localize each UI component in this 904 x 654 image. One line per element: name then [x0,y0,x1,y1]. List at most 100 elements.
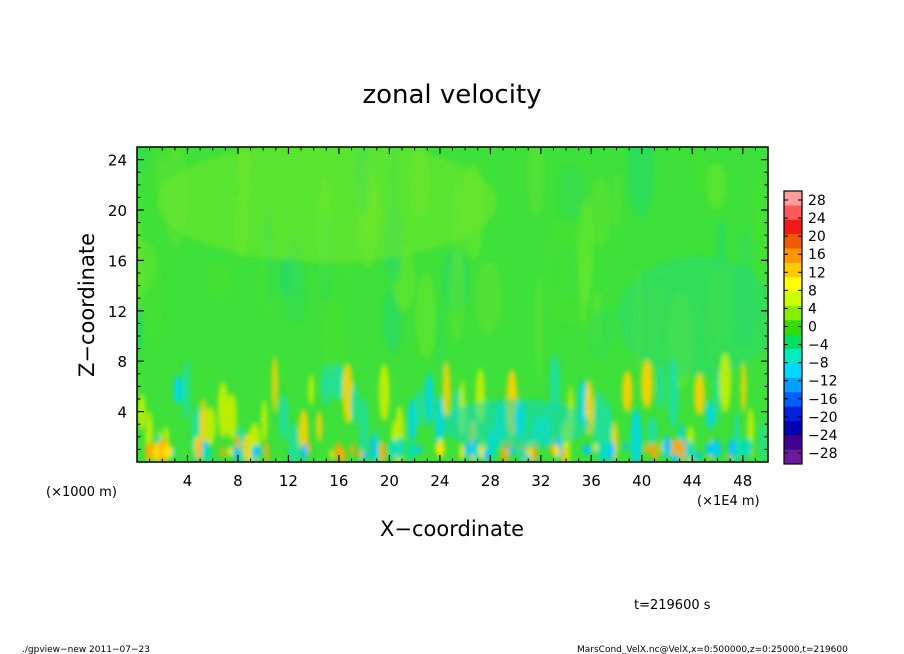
field-plume [647,417,658,446]
colorbar-segment [784,262,802,278]
field-surface-cell [473,444,480,462]
field-plume [378,364,390,422]
y-tick-label: 12 [108,303,127,321]
y-axis-ticks: 4 8 12 16 20 24 [108,152,768,450]
field-plume [182,360,191,420]
field-streak [627,147,654,218]
colorbar-segment [784,291,802,307]
field-plume [359,396,368,462]
x-tick-label: 28 [481,472,500,490]
field-surface-cell [220,445,225,459]
field-surface-cell [508,447,516,456]
field-streak [155,151,166,196]
field-surface-cell [688,440,695,462]
field-plume [656,364,664,411]
field-streak [589,177,612,248]
field-surface-cell [300,443,309,460]
colorbar-label: −12 [808,374,838,390]
field-plume [706,400,715,430]
field-surface-cell [407,443,416,460]
field-streak [415,272,437,359]
x-axis-ticks: 4 8 12 16 20 24 28 32 36 40 44 48 [149,147,756,490]
field-plume [424,373,434,426]
colorbar-segment [784,420,802,436]
x-unit-right-label: (×1E4 m) [697,494,760,509]
field-plume [308,374,314,406]
field-plume [415,388,424,428]
field-surface-cell [388,439,397,461]
field-plume [740,362,747,413]
field-streak [258,242,272,316]
x-tick-label: 48 [733,472,752,490]
field-streak [534,273,544,382]
field-surface-cell [349,443,355,456]
colorbar-segment [784,392,802,408]
field-plume [173,375,183,404]
field-surface-cell [705,442,714,456]
colorbar-segment [784,305,802,321]
field-plume [205,406,216,446]
y-tick-label: 4 [117,404,127,422]
colorbar-segment [784,377,802,393]
colorbar-segment [784,334,802,350]
y-tick-label: 24 [108,152,127,170]
field-surface-cell [196,437,202,462]
field-streak [277,254,295,297]
y-axis-title: Z−coordinate [75,233,99,377]
field-plume [200,397,207,452]
x-tick-label: 36 [582,472,601,490]
field-plume [350,383,359,425]
colorbar-segment [784,406,802,422]
colorbar-segment [784,205,802,221]
footer-right-text: MarsCond_VelX.nc@VelX,x=0:500000,z=0:250… [577,645,848,654]
field-plume [331,363,344,401]
field-plume [719,352,731,413]
field-plume [622,370,633,412]
colorbar-label: −4 [808,338,829,354]
field-plume [278,394,289,440]
field-surface-cell [607,441,616,461]
field-plume [630,408,642,462]
field-plume [271,356,278,413]
colorbar-segment [784,219,802,235]
colorbar-frame [783,190,803,465]
field-plume [321,363,332,406]
field-plume [759,422,766,462]
colorbar-label: 12 [808,265,826,281]
colorbar-label: 0 [808,320,817,336]
field-surface-cell [662,435,672,458]
field-plume [694,372,705,416]
x-tick-label: 32 [531,472,550,490]
field-surface-cell [334,441,342,462]
x-unit-left-label: (×1000 m) [46,485,117,500]
y-tick-label: 16 [108,252,127,270]
x-tick-label: 20 [380,472,399,490]
time-label: t=219600 s [634,598,711,613]
x-tick-label: 8 [233,472,243,490]
field-streak [475,260,503,335]
field-plume [288,422,299,462]
colorbar-label: 24 [808,211,826,227]
colorbar-label: −24 [808,428,838,444]
colorbar-segment [784,349,802,364]
field-surface-cell [251,444,262,457]
field-plume [316,411,323,442]
field-streak [206,261,233,301]
field-streak [751,176,768,289]
field-streak [577,198,595,305]
field-surface-cell [434,444,442,453]
colorbar-segment [784,191,802,206]
x-tick-label: 40 [632,472,651,490]
field-surface-cell [459,444,465,461]
field-streak [527,147,545,217]
colorbar-segment [784,234,802,249]
field-plume [747,408,754,447]
field-surface-cell [644,443,651,455]
x-tick-label: 44 [683,472,702,490]
field-surface-cell [464,442,473,459]
field-region [617,257,768,377]
field-plume [549,354,561,412]
x-axis-title: X−coordinate [380,517,524,541]
field-surface-cell [598,442,609,462]
